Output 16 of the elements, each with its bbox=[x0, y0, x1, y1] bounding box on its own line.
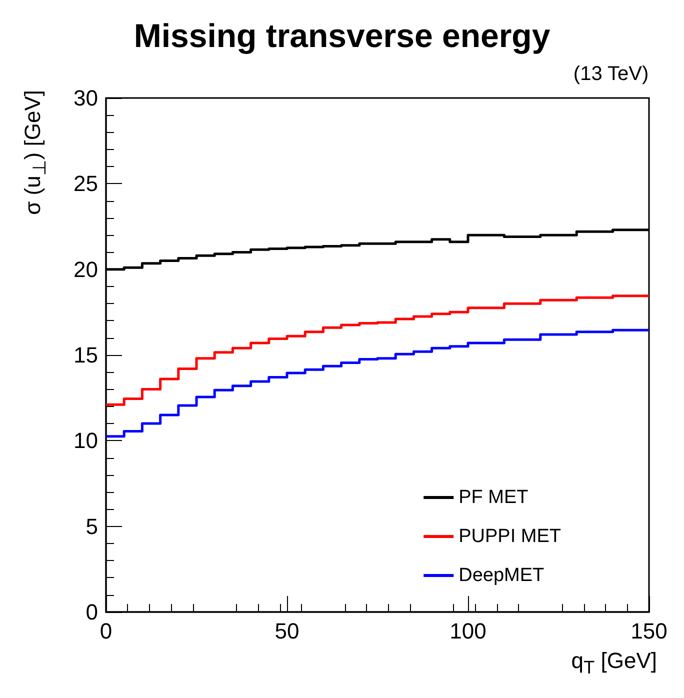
chart-title: Missing transverse energy bbox=[134, 17, 551, 54]
text: (13 TeV) bbox=[573, 63, 649, 85]
x-axis-title: q$_{T}$ [GeV] bbox=[571, 648, 657, 680]
x-tick-label: 100 bbox=[450, 618, 486, 644]
y-tick-label: 30 bbox=[74, 86, 98, 110]
x-tick-label: 150 bbox=[630, 618, 668, 644]
y-tick-label: 10 bbox=[74, 428, 98, 454]
x-tick-label: 50 bbox=[274, 618, 300, 644]
y-tick-label: 0 bbox=[86, 600, 98, 624]
legend-label: PUPPI MET bbox=[458, 526, 562, 547]
y-tick-label: 20 bbox=[74, 256, 98, 282]
y-tick-label: 5 bbox=[86, 514, 98, 539]
y-tick-label: 15 bbox=[74, 342, 98, 368]
legend-label: DeepMET bbox=[458, 565, 545, 586]
y-tick-label: 25 bbox=[74, 171, 98, 196]
legend-label: PF MET bbox=[458, 487, 529, 508]
